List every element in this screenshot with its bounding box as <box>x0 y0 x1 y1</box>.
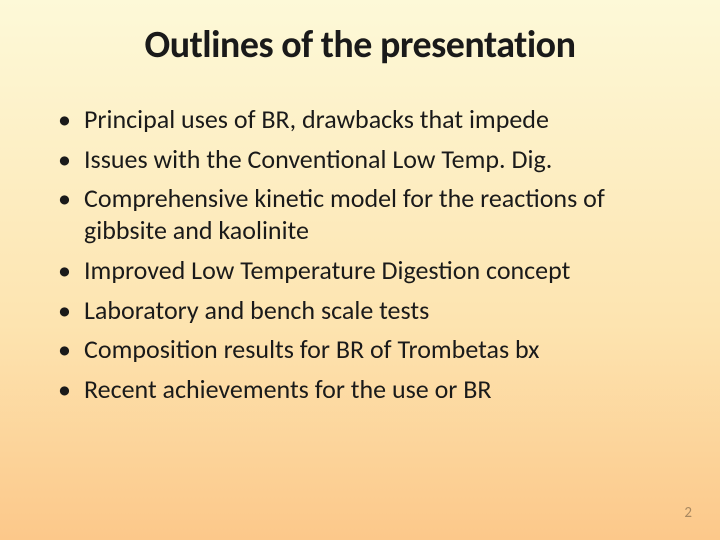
bullet-item: Improved Low Temperature Digestion conce… <box>84 255 664 287</box>
bullet-item: Composition results for BR of Trombetas … <box>84 334 664 366</box>
bullet-list: Principal uses of BR, drawbacks that imp… <box>56 104 664 406</box>
bullet-item: Principal uses of BR, drawbacks that imp… <box>84 104 664 136</box>
bullet-item: Laboratory and bench scale tests <box>84 295 664 327</box>
page-number: 2 <box>684 504 692 522</box>
bullet-item: Recent achievements for the use or BR <box>84 374 664 406</box>
presentation-slide: Outlines of the presentation Principal u… <box>0 0 720 540</box>
slide-title: Outlines of the presentation <box>56 22 664 68</box>
bullet-item: Issues with the Conventional Low Temp. D… <box>84 144 664 176</box>
bullet-item: Comprehensive kinetic model for the reac… <box>84 183 664 246</box>
